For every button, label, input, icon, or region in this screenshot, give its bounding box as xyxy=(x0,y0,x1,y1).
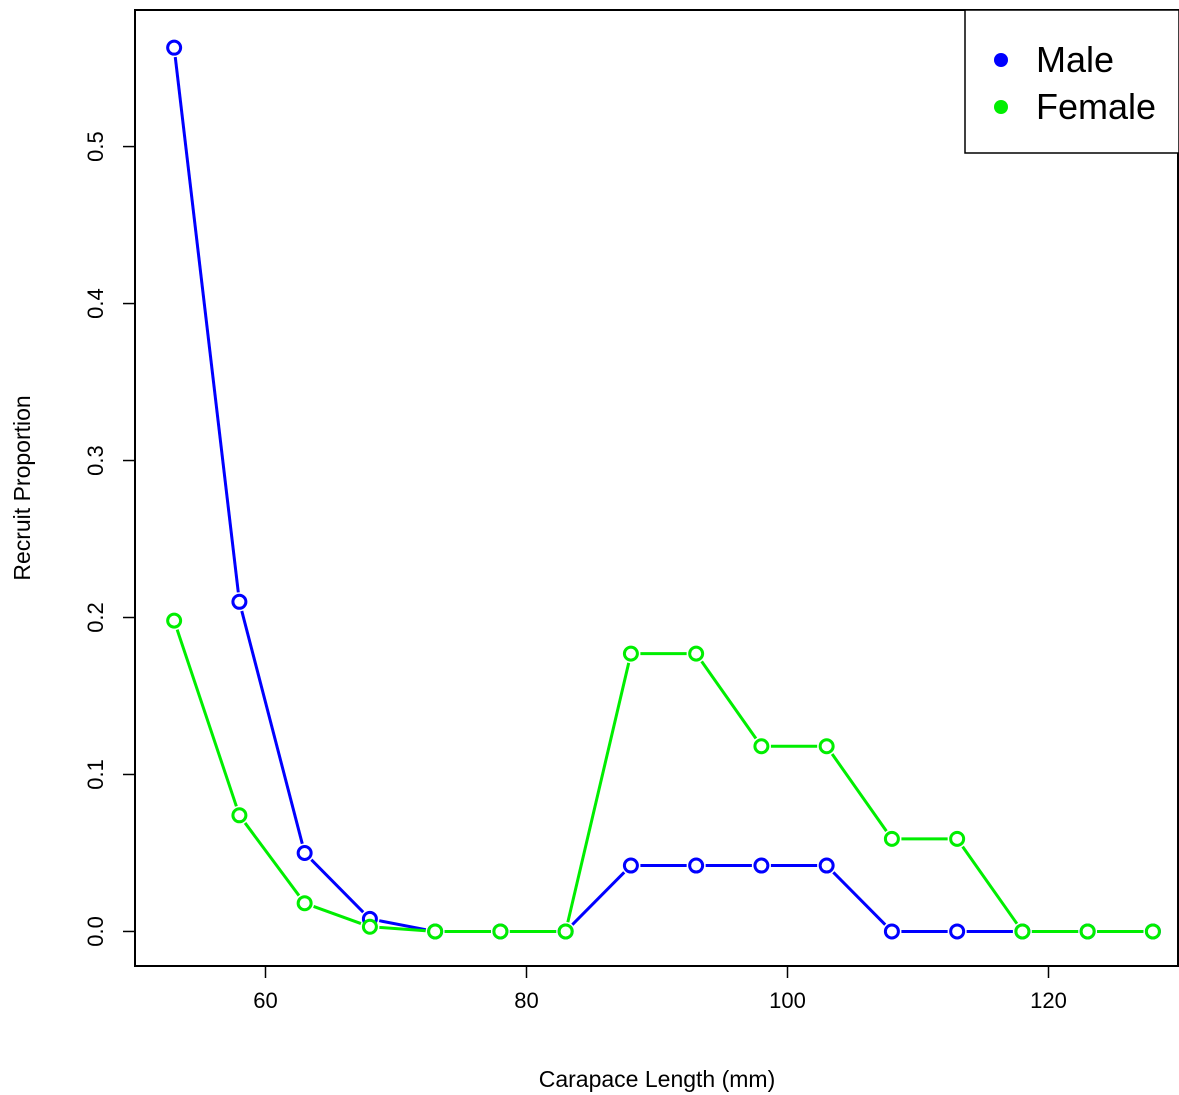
series-segment xyxy=(175,629,238,807)
x-tick-label: 100 xyxy=(769,988,806,1013)
data-point xyxy=(1014,923,1031,940)
legend-label-female: Female xyxy=(1036,86,1156,127)
data-point xyxy=(753,738,770,755)
data-point xyxy=(166,612,183,629)
y-tick-label: 0.3 xyxy=(83,445,108,476)
y-tick-label: 0.4 xyxy=(83,288,108,319)
series-male xyxy=(166,39,1161,940)
legend-label-male: Male xyxy=(1036,39,1114,80)
x-tick-label: 60 xyxy=(253,988,277,1013)
data-point xyxy=(883,830,900,847)
data-point xyxy=(753,857,770,874)
data-point xyxy=(688,645,705,662)
data-point xyxy=(622,645,639,662)
series-segment xyxy=(571,871,626,926)
data-point xyxy=(1079,923,1096,940)
x-axis-label: Carapace Length (mm) xyxy=(539,1066,776,1092)
data-point xyxy=(949,923,966,940)
legend-box xyxy=(964,9,1179,154)
y-tick-label: 0.2 xyxy=(83,602,108,633)
data-point xyxy=(883,923,900,940)
data-point xyxy=(492,923,509,940)
data-point xyxy=(1144,923,1161,940)
series-female xyxy=(166,612,1161,940)
series-segment xyxy=(379,925,426,933)
data-point xyxy=(166,39,183,56)
series-segment xyxy=(566,662,631,923)
x-tick-label: 120 xyxy=(1030,988,1067,1013)
series-segment xyxy=(243,822,301,897)
series-segment xyxy=(700,660,758,740)
y-axis: 0.0 0.1 0.2 0.3 0.4 0.5 xyxy=(83,131,135,947)
x-axis: 60 80 100 120 xyxy=(253,965,1067,1013)
data-point xyxy=(949,830,966,847)
series-segment xyxy=(832,871,887,926)
x-tick-label: 80 xyxy=(514,988,538,1013)
series-layer xyxy=(166,39,1161,940)
series-segment xyxy=(173,56,240,593)
data-point xyxy=(296,895,313,912)
data-point xyxy=(818,857,835,874)
y-axis-label: Recruit Proportion xyxy=(9,395,35,580)
y-tick-label: 0.5 xyxy=(83,131,108,162)
series-segment xyxy=(313,905,362,925)
series-segment xyxy=(830,753,888,832)
y-tick-label: 0.1 xyxy=(83,759,108,790)
data-point xyxy=(688,857,705,874)
series-segment xyxy=(961,845,1019,925)
data-point xyxy=(296,844,313,861)
data-point xyxy=(427,923,444,940)
data-point xyxy=(361,918,378,935)
series-segment xyxy=(240,610,304,845)
y-tick-label: 0.0 xyxy=(83,916,108,947)
data-point xyxy=(231,593,248,610)
data-point xyxy=(557,923,574,940)
data-point xyxy=(231,807,248,824)
legend-marker-female xyxy=(994,100,1008,114)
legend: Male Female xyxy=(964,9,1179,154)
legend-marker-male xyxy=(994,53,1008,67)
data-point xyxy=(622,857,639,874)
series-segment xyxy=(378,919,427,932)
series-segment xyxy=(310,858,365,914)
data-point xyxy=(818,738,835,755)
